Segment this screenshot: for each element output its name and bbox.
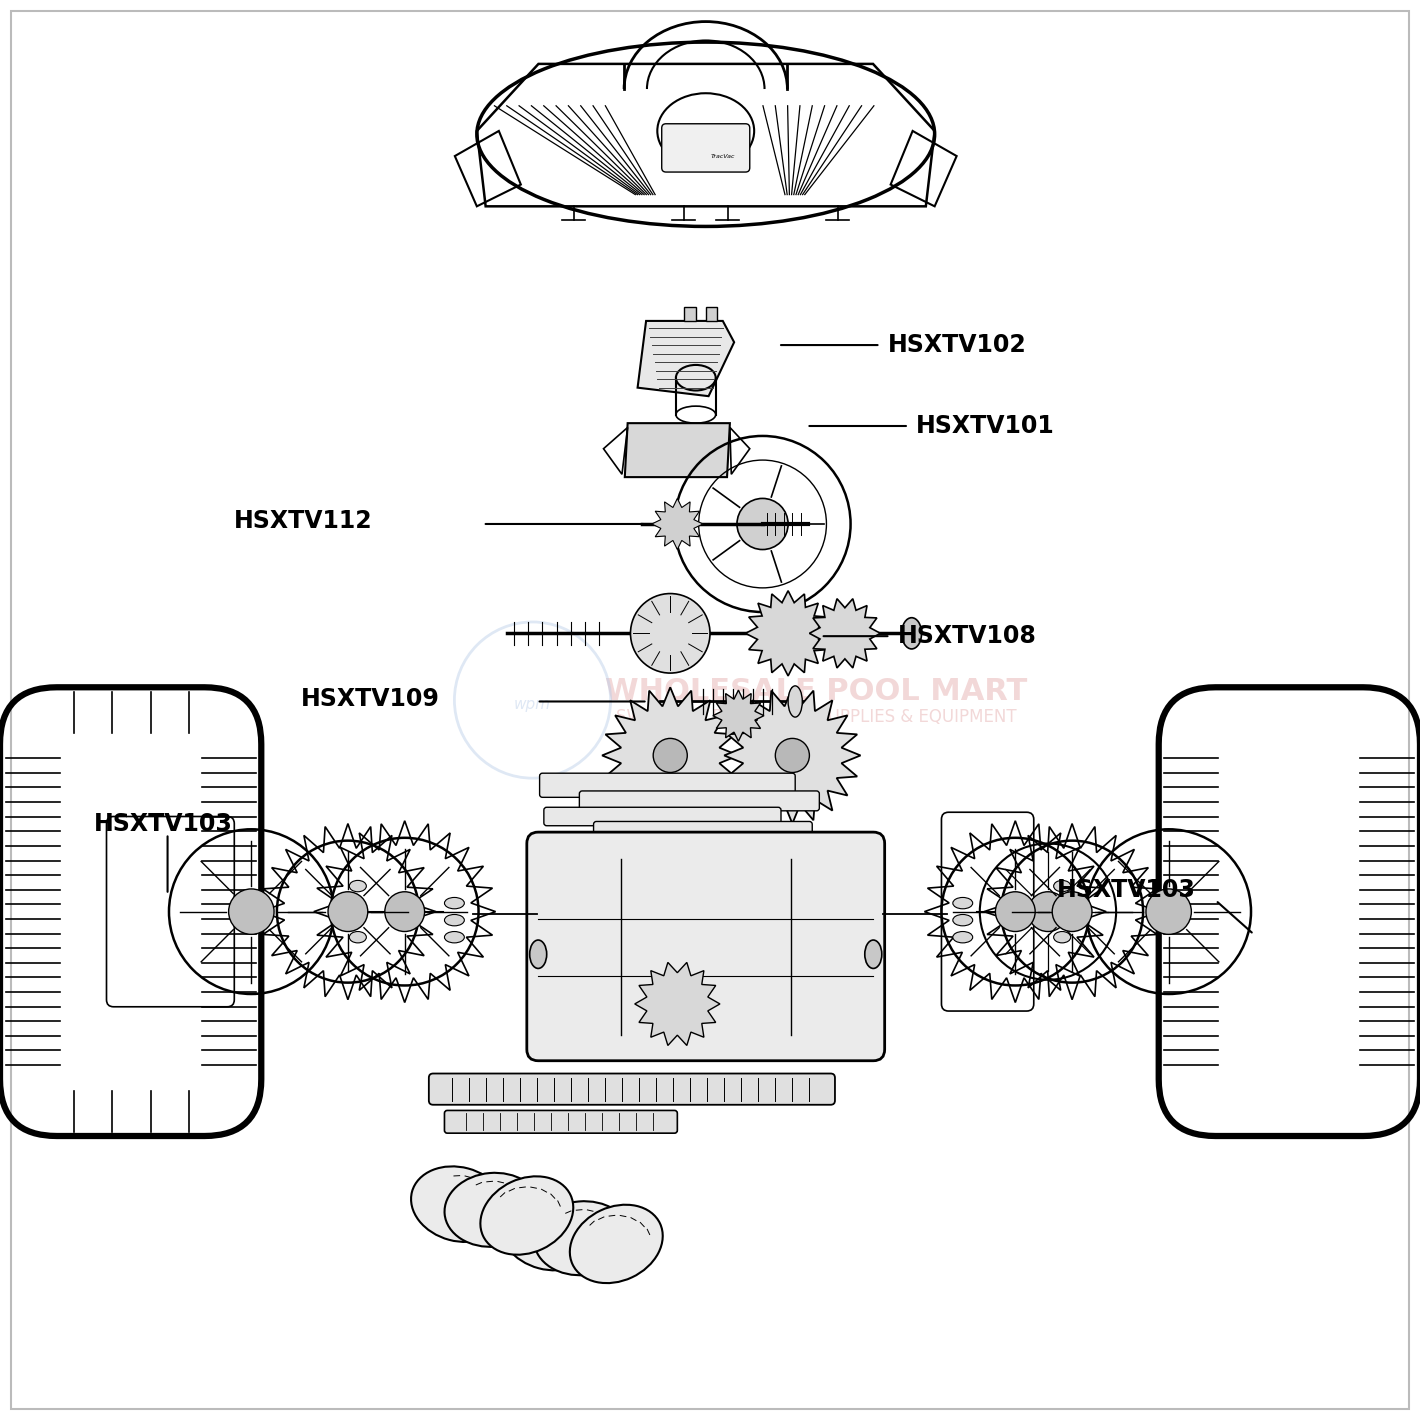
Circle shape bbox=[385, 892, 425, 932]
Ellipse shape bbox=[444, 932, 464, 943]
Circle shape bbox=[775, 738, 809, 772]
Polygon shape bbox=[625, 423, 730, 477]
FancyBboxPatch shape bbox=[594, 821, 812, 841]
Ellipse shape bbox=[1054, 932, 1071, 943]
Ellipse shape bbox=[534, 1201, 630, 1275]
Text: TracVac: TracVac bbox=[710, 153, 736, 159]
Circle shape bbox=[1028, 892, 1068, 932]
Ellipse shape bbox=[480, 1176, 574, 1255]
Polygon shape bbox=[652, 498, 703, 550]
FancyBboxPatch shape bbox=[540, 772, 795, 798]
Circle shape bbox=[995, 892, 1035, 932]
Ellipse shape bbox=[1054, 906, 1071, 917]
Polygon shape bbox=[713, 690, 764, 741]
FancyBboxPatch shape bbox=[579, 791, 819, 811]
Ellipse shape bbox=[349, 880, 366, 892]
Circle shape bbox=[630, 594, 710, 673]
FancyBboxPatch shape bbox=[662, 124, 750, 172]
Ellipse shape bbox=[500, 1194, 596, 1271]
Polygon shape bbox=[635, 963, 720, 1045]
Circle shape bbox=[653, 738, 687, 772]
Polygon shape bbox=[746, 591, 831, 676]
Circle shape bbox=[328, 892, 368, 932]
Circle shape bbox=[229, 889, 274, 934]
Polygon shape bbox=[638, 321, 734, 396]
Text: HSXTV112: HSXTV112 bbox=[234, 510, 373, 532]
Text: HSXTV109: HSXTV109 bbox=[301, 687, 440, 710]
Bar bbox=[684, 307, 696, 321]
Ellipse shape bbox=[1054, 880, 1071, 892]
Ellipse shape bbox=[569, 1204, 663, 1284]
Polygon shape bbox=[724, 687, 861, 824]
Bar bbox=[706, 307, 717, 321]
Text: wpm: wpm bbox=[514, 697, 551, 711]
Circle shape bbox=[737, 498, 788, 550]
Polygon shape bbox=[809, 599, 880, 667]
FancyBboxPatch shape bbox=[444, 1110, 677, 1133]
Ellipse shape bbox=[444, 1173, 541, 1247]
Ellipse shape bbox=[902, 618, 922, 649]
Ellipse shape bbox=[953, 897, 973, 909]
Text: HSXTV102: HSXTV102 bbox=[888, 334, 1027, 356]
Ellipse shape bbox=[444, 897, 464, 909]
Ellipse shape bbox=[953, 914, 973, 926]
Ellipse shape bbox=[444, 914, 464, 926]
Circle shape bbox=[1052, 892, 1092, 932]
Ellipse shape bbox=[788, 686, 802, 717]
Ellipse shape bbox=[410, 1166, 507, 1242]
Ellipse shape bbox=[349, 906, 366, 917]
Text: HSXTV103: HSXTV103 bbox=[1056, 879, 1196, 902]
Text: HSXTV108: HSXTV108 bbox=[897, 625, 1037, 648]
Text: HSXTV101: HSXTV101 bbox=[916, 415, 1055, 437]
Circle shape bbox=[1146, 889, 1191, 934]
Ellipse shape bbox=[349, 932, 366, 943]
Ellipse shape bbox=[530, 940, 547, 968]
FancyBboxPatch shape bbox=[527, 832, 885, 1061]
Ellipse shape bbox=[676, 365, 716, 390]
Text: WHOLESALE POOL MART: WHOLESALE POOL MART bbox=[605, 677, 1028, 706]
Polygon shape bbox=[602, 687, 738, 824]
FancyBboxPatch shape bbox=[544, 807, 781, 826]
Ellipse shape bbox=[865, 940, 882, 968]
Ellipse shape bbox=[953, 932, 973, 943]
Text: SWIMMING POOL & SPA SUPPLIES & EQUIPMENT: SWIMMING POOL & SPA SUPPLIES & EQUIPMENT bbox=[616, 709, 1017, 726]
Text: HSXTV103: HSXTV103 bbox=[94, 812, 233, 835]
FancyBboxPatch shape bbox=[429, 1074, 835, 1105]
